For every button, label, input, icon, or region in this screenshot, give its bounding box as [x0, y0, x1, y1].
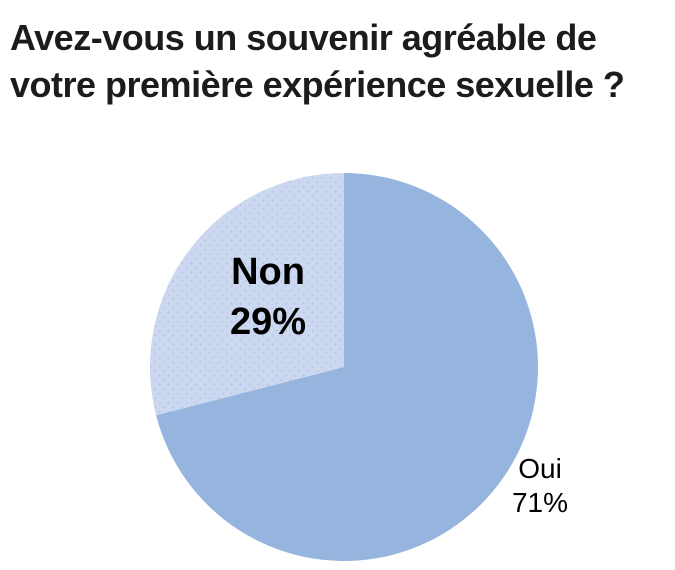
chart-title-line-2: votre première expérience sexuelle ?	[10, 64, 625, 105]
chart-title-line-1: Avez-vous un souvenir agréable de	[10, 17, 597, 58]
pie-label-non-name: Non	[231, 251, 305, 293]
pie-label-oui-percent: 71%	[511, 487, 569, 518]
pie-label-oui-name: Oui	[518, 453, 562, 484]
pie-label-oui: Oui 71%	[512, 452, 568, 520]
pie-label-non-percent: 29%	[229, 301, 307, 343]
chart-title: Avez-vous un souvenir agréable de votre …	[10, 14, 670, 108]
pie-slice-oui	[156, 173, 538, 561]
pie-label-non: Non 29%	[230, 247, 306, 347]
pie-slice-non	[149, 173, 344, 416]
